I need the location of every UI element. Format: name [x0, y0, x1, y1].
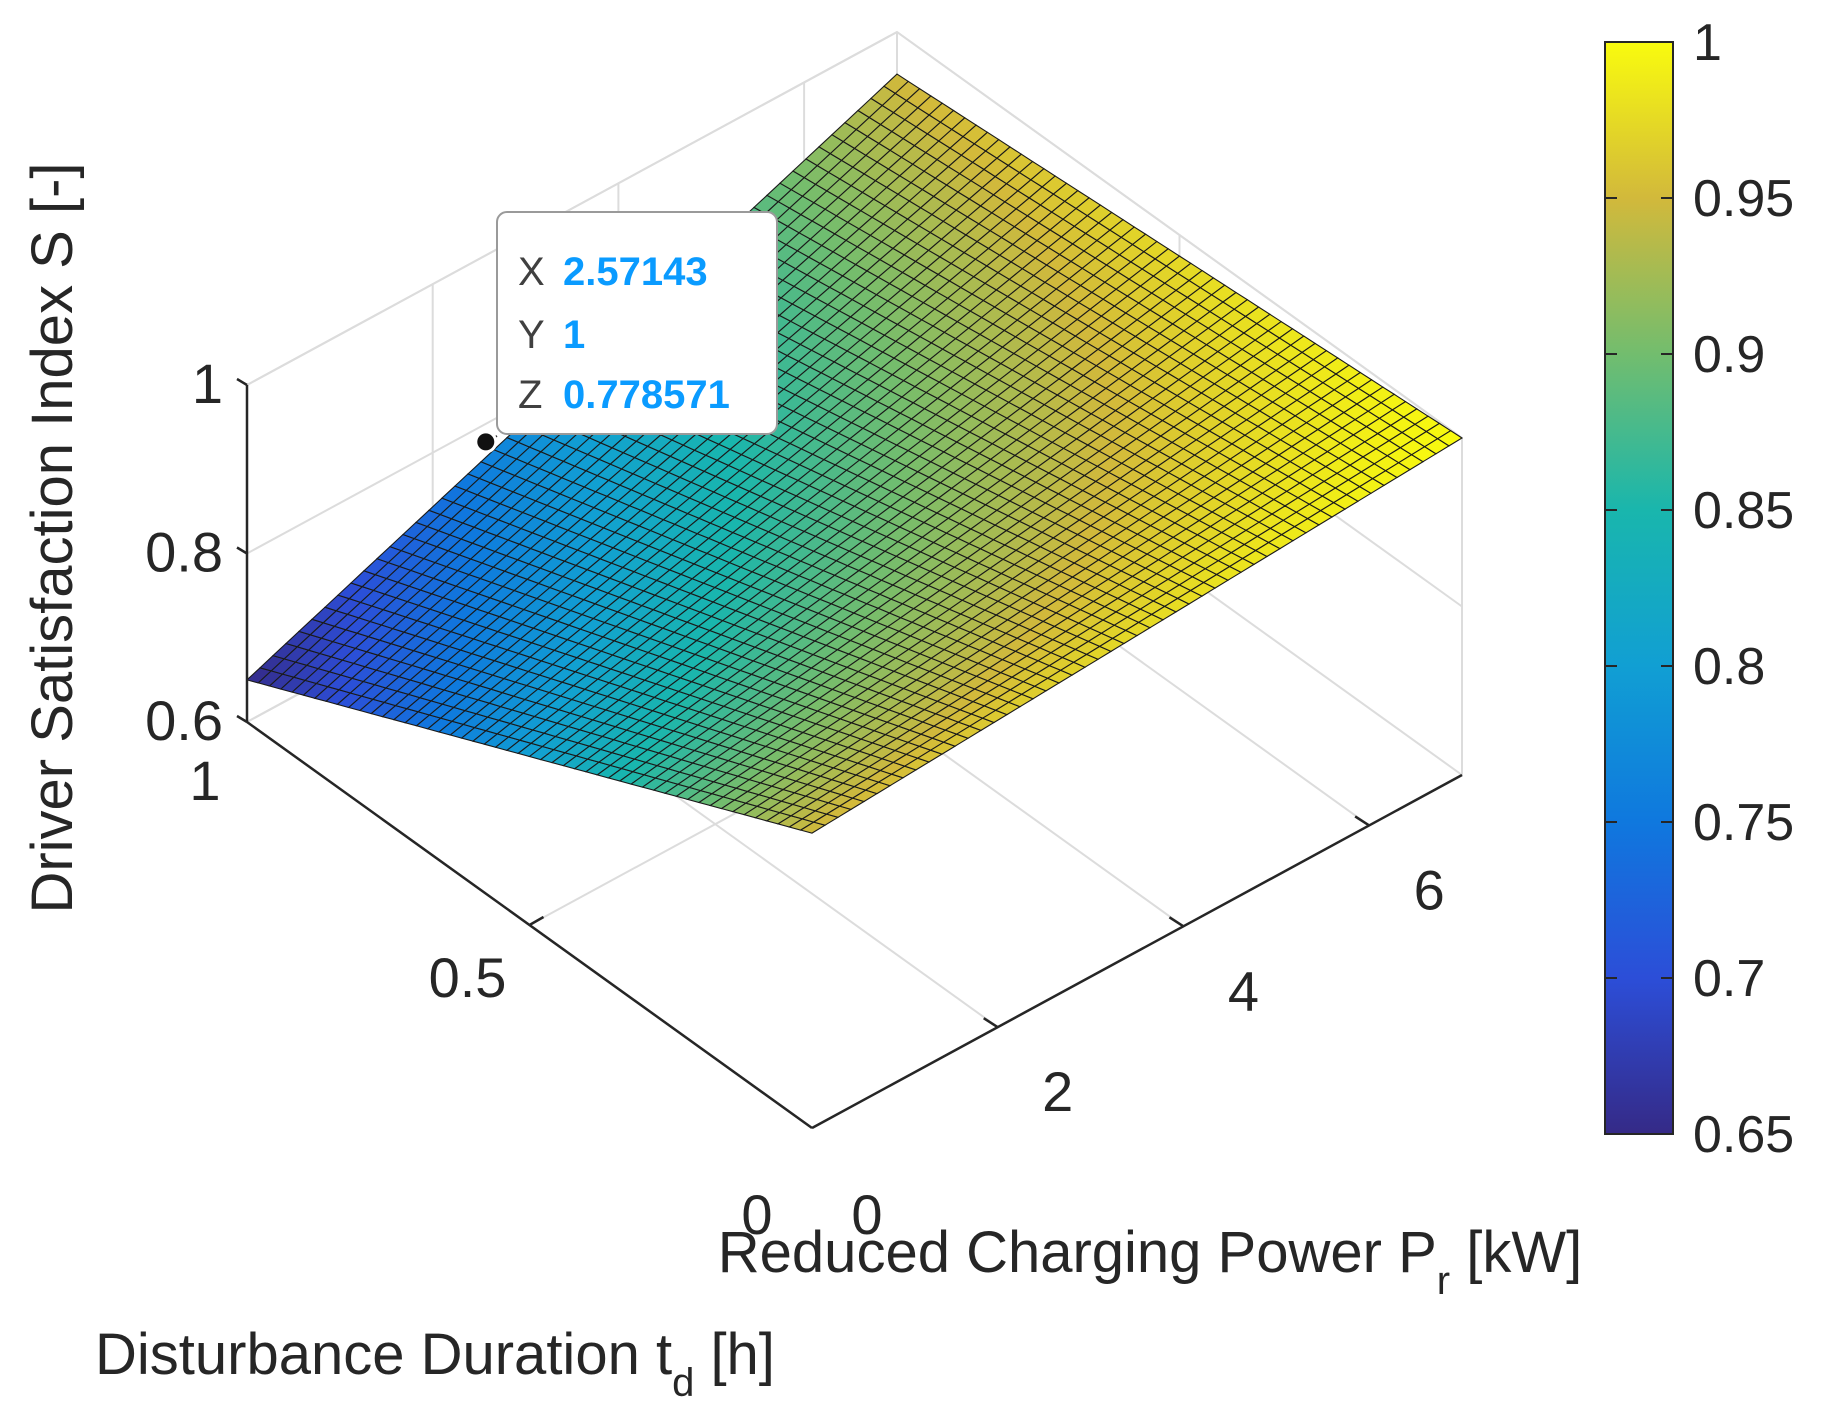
box-edge [896, 31, 1463, 439]
surface [245, 73, 1464, 834]
colorbar-ticks: 1 0.95 0.9 0.85 0.8 0.75 0.7 0.65 [1605, 14, 1794, 1164]
x-axis-ticks: 0 2 4 6 [851, 815, 1445, 1246]
x-tick-mark [983, 1017, 999, 1029]
x-tick-label: 4 [1228, 959, 1259, 1022]
y-axis-label: Disturbance Duration td [h] [95, 1322, 775, 1405]
colorbar-tick-label: 0.9 [1693, 326, 1765, 384]
z-tick-label: 0.8 [145, 521, 223, 584]
colorbar-tick-label: 0.65 [1693, 1106, 1794, 1164]
x-tick-label: 0 [851, 1183, 882, 1246]
x-tick-label: 6 [1414, 858, 1445, 921]
data-tip-y-key: Y [518, 313, 545, 357]
data-tip-x-value: 2.57143 [563, 250, 708, 294]
data-tip-box [496, 211, 778, 435]
y-tick-label: 1 [189, 749, 220, 812]
z-tick-label: 1 [192, 352, 223, 415]
x-tick-mark [1354, 815, 1370, 827]
data-tip-z-value: 0.778571 [563, 373, 730, 417]
x-axis-label: Reduced Charging Power Pr [kW] [718, 1220, 1582, 1303]
y-axis-ticks: 00.51 [189, 749, 772, 1246]
data-tip-z-key: Z [518, 373, 542, 417]
colorbar-tick-label: 0.75 [1693, 794, 1794, 852]
y-tick-mark [528, 915, 545, 927]
y-axis-label-unit: [h] [710, 1322, 775, 1387]
data-tip-x-key: X [518, 250, 545, 294]
z-tick-mark [236, 714, 248, 724]
colorbar-tick-label: 1 [1693, 14, 1722, 72]
z-axis-ticks: 0.6 0.8 1 [145, 352, 248, 752]
colorbar [1604, 41, 1674, 1135]
x-axis-label-subscript: r [1437, 1259, 1450, 1303]
y-tick-label: 0 [741, 1183, 772, 1246]
y-axis-label-name: Disturbance Duration t [95, 1322, 672, 1387]
z-tick-mark [236, 377, 248, 387]
data-tip[interactable]: X 2.57143 Y 1 Z 0.778571 [474, 211, 778, 454]
colorbar-tick-label: 0.95 [1693, 170, 1794, 228]
box-edge [246, 31, 898, 386]
x-axis-label-unit: [kW] [1466, 1220, 1582, 1285]
z-tick-mark [236, 546, 248, 555]
colorbar-tick-label: 0.7 [1693, 950, 1765, 1008]
x-tick-mark [1168, 916, 1185, 928]
surface-patch [1436, 430, 1464, 447]
x-tick-label: 2 [1042, 1060, 1073, 1123]
x-axis-label-symbol: P [1398, 1220, 1437, 1285]
data-tip-y-value: 1 [563, 313, 585, 357]
y-axis-label-subscript: d [672, 1361, 694, 1405]
data-tip-marker [474, 430, 498, 454]
x-axis-line [811, 773, 1463, 1130]
colorbar-tick-label: 0.8 [1693, 638, 1765, 696]
z-tick-label: 0.6 [145, 689, 223, 752]
y-tick-label: 0.5 [429, 946, 507, 1009]
z-axis-label: Driver Satisfaction Index S [-] [20, 162, 85, 913]
colorbar-tick-label: 0.85 [1693, 482, 1794, 540]
x-axis-label-name: Reduced Charging Power [718, 1220, 1382, 1285]
